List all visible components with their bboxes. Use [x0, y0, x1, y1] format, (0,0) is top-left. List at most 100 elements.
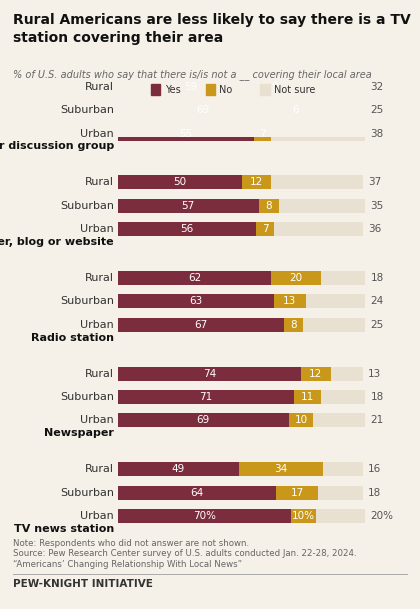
Text: 57: 57 — [181, 201, 195, 211]
Bar — [284, 318, 303, 332]
Text: 18: 18 — [370, 273, 383, 283]
Text: 10: 10 — [294, 415, 307, 425]
Bar — [274, 222, 363, 236]
Bar — [118, 222, 256, 236]
Text: Rural: Rural — [85, 273, 114, 283]
Text: Rural: Rural — [85, 368, 114, 379]
Bar — [286, 80, 365, 94]
Text: Urban: Urban — [80, 511, 114, 521]
Text: % of U.S. adults who say that there is/is not a __ covering their local area: % of U.S. adults who say that there is/i… — [13, 69, 371, 80]
Text: 67: 67 — [194, 320, 207, 329]
Bar — [318, 485, 363, 499]
Bar — [118, 485, 276, 499]
Bar — [321, 390, 365, 404]
Bar — [241, 175, 271, 189]
Text: 13: 13 — [283, 297, 297, 306]
Text: 10%: 10% — [292, 511, 315, 521]
Text: 17: 17 — [291, 488, 304, 498]
Text: Note: Respondents who did not answer are not shown.: Note: Respondents who did not answer are… — [13, 539, 249, 548]
Text: 36: 36 — [368, 224, 381, 234]
Text: Rural: Rural — [85, 177, 114, 188]
Bar — [316, 509, 365, 523]
Text: 69: 69 — [197, 415, 210, 425]
Text: Online forum or discussion group: Online forum or discussion group — [0, 141, 114, 152]
Text: Suburban: Suburban — [60, 488, 114, 498]
Text: Urban: Urban — [80, 128, 114, 138]
Text: 62: 62 — [188, 273, 201, 283]
Text: 8: 8 — [265, 201, 272, 211]
Bar — [118, 199, 259, 213]
Bar — [118, 80, 264, 94]
Text: 63: 63 — [189, 297, 202, 306]
Bar — [118, 414, 289, 428]
Bar — [118, 127, 254, 141]
Bar — [118, 294, 274, 308]
Text: Suburban: Suburban — [60, 105, 114, 115]
Bar — [118, 318, 284, 332]
Text: 34: 34 — [275, 464, 288, 474]
Text: 25: 25 — [370, 105, 383, 115]
Text: 32: 32 — [370, 82, 383, 92]
Text: 13: 13 — [368, 368, 381, 379]
Text: 21: 21 — [370, 415, 383, 425]
Text: Rural Americans are less likely to say there is a TV
station covering their area: Rural Americans are less likely to say t… — [13, 13, 410, 44]
Bar — [118, 103, 289, 117]
Text: Newsletter, blog or website: Newsletter, blog or website — [0, 237, 114, 247]
Text: 18: 18 — [368, 488, 381, 498]
Bar — [271, 271, 321, 285]
Bar — [303, 103, 365, 117]
Text: 11: 11 — [301, 392, 314, 402]
Text: 20%: 20% — [370, 511, 394, 521]
Bar — [279, 199, 365, 213]
Text: 8: 8 — [290, 320, 297, 329]
Text: Urban: Urban — [80, 415, 114, 425]
Bar — [271, 127, 365, 141]
Bar — [254, 127, 271, 141]
Bar — [271, 175, 363, 189]
Text: 50: 50 — [173, 177, 186, 188]
Text: “Americans’ Changing Relationship With Local News”: “Americans’ Changing Relationship With L… — [13, 560, 242, 569]
Text: 18: 18 — [370, 392, 383, 402]
Text: 49: 49 — [172, 464, 185, 474]
Text: Rural: Rural — [85, 464, 114, 474]
Text: 55: 55 — [179, 128, 192, 138]
Text: Suburban: Suburban — [60, 392, 114, 402]
Bar — [291, 509, 316, 523]
Text: TV news station: TV news station — [13, 524, 114, 533]
Bar — [274, 294, 306, 308]
Bar — [331, 367, 363, 381]
Text: 25: 25 — [370, 320, 383, 329]
Bar — [289, 414, 313, 428]
Text: 38: 38 — [370, 128, 383, 138]
Text: Radio station: Radio station — [31, 333, 114, 342]
Text: 20: 20 — [289, 273, 302, 283]
Bar — [118, 271, 271, 285]
Text: Not sure: Not sure — [274, 85, 315, 94]
Bar — [118, 462, 239, 476]
Text: Suburban: Suburban — [60, 201, 114, 211]
Text: 37: 37 — [368, 177, 381, 188]
Bar — [294, 390, 321, 404]
Bar — [118, 367, 301, 381]
Bar — [259, 199, 279, 213]
Text: Rural: Rural — [85, 82, 114, 92]
Text: Urban: Urban — [80, 320, 114, 329]
Text: 70%: 70% — [193, 511, 216, 521]
Bar — [306, 294, 365, 308]
Bar — [118, 509, 291, 523]
Bar — [289, 103, 303, 117]
Bar — [301, 367, 331, 381]
Text: 35: 35 — [370, 201, 383, 211]
Bar — [264, 80, 286, 94]
Bar — [118, 175, 242, 189]
Text: 69: 69 — [197, 105, 210, 115]
Bar — [276, 485, 318, 499]
Text: Urban: Urban — [80, 224, 114, 234]
Text: 59: 59 — [184, 82, 197, 92]
Bar — [313, 414, 365, 428]
Text: 7: 7 — [259, 128, 266, 138]
Bar — [239, 462, 323, 476]
Text: No: No — [219, 85, 233, 94]
Bar — [118, 390, 294, 404]
Text: PEW-KNIGHT INITIATIVE: PEW-KNIGHT INITIATIVE — [13, 579, 152, 588]
